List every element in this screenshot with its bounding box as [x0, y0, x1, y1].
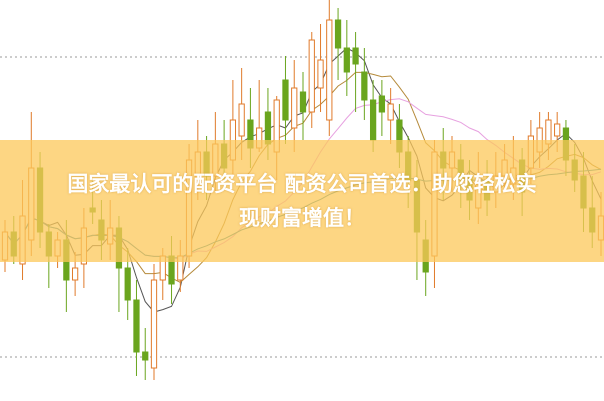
candle-down [282, 79, 289, 121]
candle-down [124, 267, 131, 301]
candle-down [369, 99, 377, 141]
promo-banner: 国家最认可的配资平台 配资公司首选：助您轻松实 现财富增值！ [0, 140, 604, 262]
candle-up [554, 123, 561, 137]
candle-up [387, 103, 394, 121]
candle-down [343, 47, 350, 73]
banner-text-line2: 现财富增值！ [239, 206, 365, 230]
candle-down [361, 71, 368, 101]
candle-up [326, 19, 333, 121]
candle-down [299, 91, 307, 113]
candle-down [142, 351, 149, 361]
candle-down [352, 47, 359, 65]
banner-text-line1: 国家最认可的配资平台 配资公司首选：助您轻松实 [67, 172, 537, 196]
candle-up [238, 103, 245, 137]
candle-up [317, 59, 324, 89]
candle-down [334, 19, 342, 49]
candle-down [133, 299, 140, 353]
candle-up [150, 279, 158, 369]
candle-up [308, 39, 315, 113]
candle-up [71, 267, 79, 281]
candle-up [291, 87, 298, 129]
candle-down [378, 95, 386, 113]
